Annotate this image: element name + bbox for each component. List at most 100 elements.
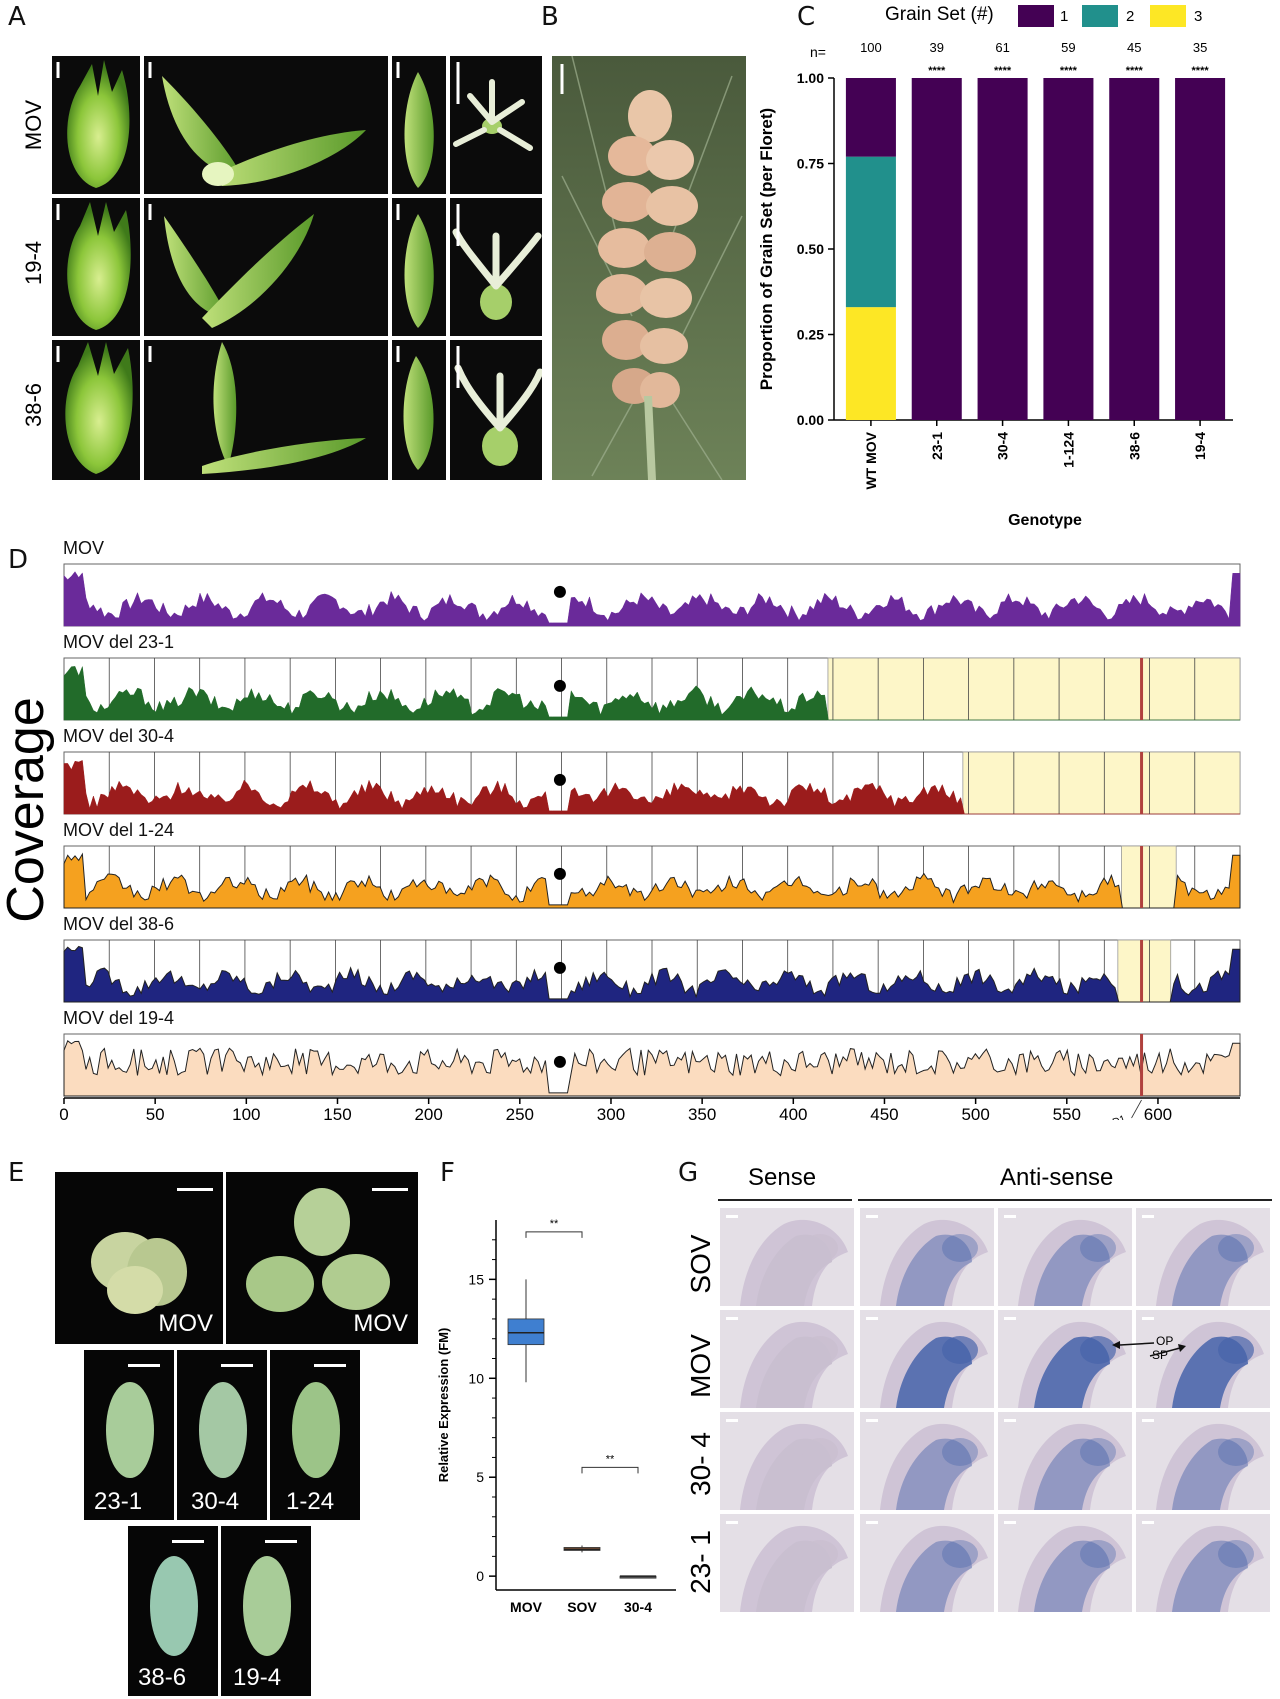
x-axis-title: Genotype — [1008, 512, 1082, 529]
x-tick-label: 1-124 — [1060, 432, 1076, 468]
x-tick-label: 19-4 — [1192, 432, 1208, 460]
significance-stars: **** — [1126, 65, 1144, 77]
x-tick-label: 50 — [146, 1105, 165, 1120]
x-tick-label: 450 — [870, 1105, 898, 1120]
significance-bracket — [581, 1466, 639, 1474]
coverage-tracks: 0 50 100 150 200 250 300 350 400 450 500 550 600 WUS-… — [59, 563, 1241, 1120]
seed-photo: MOV — [226, 1172, 418, 1344]
x-tick-label: SOV — [567, 1599, 597, 1615]
y-tick-label: 0 — [476, 1568, 484, 1584]
seed-label: MOV — [353, 1310, 408, 1337]
track-name: MOV del 30-4 — [63, 726, 175, 746]
panel-a-row-label: MOV — [21, 99, 46, 151]
ish-section-image — [720, 1310, 854, 1408]
n-count: 39 — [930, 40, 944, 55]
ish-section-image — [1136, 1310, 1270, 1408]
seed-photo: 1-24 — [270, 1350, 360, 1520]
x-tick-label: 100 — [232, 1105, 260, 1120]
coverage-area — [63, 852, 1241, 909]
coverage-track — [63, 657, 1241, 721]
ish-section-image — [998, 1310, 1132, 1408]
coverage-track — [63, 1033, 1241, 1097]
ish-section-image — [860, 1412, 994, 1510]
g-row-label: 23- 1 — [685, 1530, 716, 1594]
legend-label-2: 2 — [1126, 8, 1135, 25]
n-count: 35 — [1193, 40, 1207, 55]
track-name: MOV del 38-6 — [63, 914, 175, 934]
annotation-arrows — [1112, 1341, 1186, 1357]
bar-segment — [1175, 78, 1226, 420]
legend-title: Grain Set (#) — [885, 4, 994, 25]
panel-label-f: F — [440, 1158, 455, 1188]
panel-a-row-label: 38-6 — [21, 382, 46, 428]
seed-photo: 19-4 — [221, 1526, 311, 1696]
deletion-region — [962, 751, 1241, 815]
coverage-area — [63, 571, 1241, 627]
annotation-op: OP — [1156, 1334, 1174, 1348]
y-axis-title: Relative Expression (FM) — [436, 1328, 451, 1483]
x-tick-label: 550 — [1053, 1105, 1081, 1120]
n-label: n= — [810, 44, 826, 60]
legend-swatch-3 — [1150, 5, 1186, 27]
coverage-track — [63, 563, 1241, 627]
ish-section-image — [860, 1310, 994, 1408]
bar-segment — [845, 78, 896, 157]
seed-photo: 23-1 — [84, 1350, 174, 1520]
x-tick-label: WT MOV — [863, 431, 879, 489]
significance-stars: **** — [1060, 65, 1078, 77]
bar-segment — [845, 156, 896, 308]
y-tick-label: 5 — [476, 1469, 484, 1485]
y-axis-title: Proportion of Grain Set (per Floret) — [757, 108, 776, 390]
deletion-region — [1117, 939, 1172, 1003]
deletion-region — [827, 657, 1241, 721]
x-tick-label: 250 — [506, 1105, 534, 1120]
antisense-rule — [858, 1199, 1272, 1201]
ish-section-image — [860, 1514, 994, 1612]
seed-label: 30-4 — [191, 1488, 240, 1515]
x-tick-label: 300 — [597, 1105, 625, 1120]
coverage-area — [63, 1039, 1241, 1097]
deletion-region — [1121, 845, 1177, 909]
bar-segment — [977, 78, 1028, 420]
track-name: MOV del 1-24 — [63, 820, 175, 840]
seed-photo: MOV — [55, 1172, 223, 1344]
x-tick-label: 400 — [779, 1105, 807, 1120]
significance-stars: ** — [606, 1453, 615, 1465]
n-count: 59 — [1061, 40, 1075, 55]
centromere-dot — [553, 679, 566, 692]
x-tick-label: 350 — [688, 1105, 716, 1120]
panel-a-row-label: 19-4 — [21, 240, 46, 286]
panel-label-b: B — [541, 2, 559, 32]
y-tick-label: 0.00 — [797, 412, 824, 428]
y-tick-label: 0.50 — [797, 241, 824, 257]
seed-label: MOV — [158, 1310, 213, 1337]
grain-set-chart: 0.00 0.25 0.50 0.75 1.00 Proportion of Grain … — [757, 40, 1233, 490]
spikelet-whole-icon — [65, 60, 133, 474]
g-row-label: 30- 4 — [685, 1432, 716, 1496]
centromere-dot — [553, 961, 566, 974]
g-row-label: SOV — [685, 1234, 716, 1294]
ish-section-image — [998, 1514, 1132, 1612]
wheat-spike-photo — [552, 56, 746, 480]
x-tick-label: 500 — [961, 1105, 989, 1120]
significance-stars: **** — [1192, 65, 1210, 77]
spikelet-photo-grid — [52, 56, 542, 480]
track-name: MOV del 23-1 — [63, 632, 175, 652]
x-tick-label: MOV — [510, 1599, 543, 1615]
coverage-area — [63, 666, 1240, 721]
x-tick-label: 150 — [323, 1105, 351, 1120]
panel-label-d: D — [8, 545, 29, 575]
legend-swatch-2 — [1082, 5, 1118, 27]
bar-segment — [1109, 78, 1160, 420]
x-tick-label: 23-1 — [929, 432, 945, 460]
centromere-dot — [553, 585, 566, 598]
x-tick-label: 600 — [1144, 1105, 1172, 1120]
seed-photo: 30-4 — [177, 1350, 267, 1520]
significance-bracket — [525, 1231, 583, 1238]
centromere-dot — [553, 867, 566, 880]
seed-label: 19-4 — [233, 1664, 282, 1691]
ish-section-image — [1136, 1208, 1270, 1306]
wus-d1-leader — [1131, 1099, 1142, 1119]
x-tick-label: 38-6 — [1126, 432, 1142, 460]
y-tick-label: 0.75 — [797, 156, 824, 172]
